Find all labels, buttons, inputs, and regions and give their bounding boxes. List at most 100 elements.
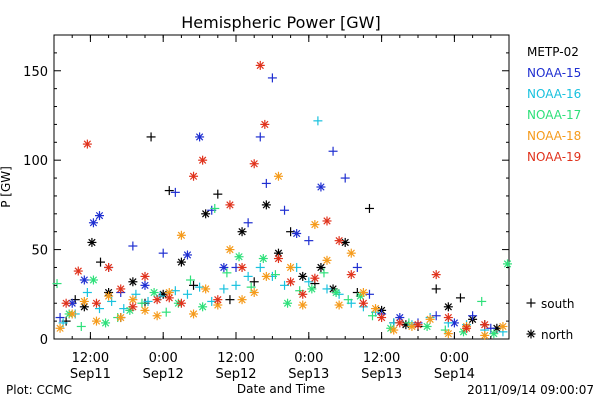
y-tick-label: 50: [31, 244, 48, 259]
data-point-noaa-17: [258, 254, 268, 264]
plot-frame: [53, 34, 510, 340]
data-point-metp-02: [431, 284, 441, 294]
data-point-noaa-19: [395, 318, 405, 328]
data-point-metp-02: [213, 189, 223, 199]
legend-entry-noaa-15: NOAA-15: [527, 66, 581, 80]
data-point-noaa-19: [82, 139, 92, 149]
data-point-noaa-15: [292, 228, 302, 238]
data-point-noaa-17: [331, 288, 341, 298]
data-point-noaa-19: [298, 289, 308, 299]
data-point-noaa-19: [310, 273, 320, 283]
x-tick-time-label: 12:00: [72, 351, 109, 366]
data-point-noaa-15: [243, 218, 253, 228]
data-point-noaa-18: [310, 220, 320, 230]
data-point-noaa-18: [67, 309, 77, 319]
data-point-noaa-16: [182, 289, 192, 299]
data-point-noaa-15: [128, 241, 138, 251]
data-point-noaa-19: [140, 271, 150, 281]
data-point-noaa-19: [116, 284, 126, 294]
data-point-noaa-19: [152, 295, 162, 305]
data-point-noaa-16: [207, 296, 217, 306]
data-point-noaa-16: [322, 284, 332, 294]
data-point-noaa-19: [249, 159, 259, 169]
data-point-noaa-16: [143, 296, 153, 306]
data-point-noaa-19: [322, 216, 332, 226]
axis-layer: 05010015012:00Sep110:00Sep1212:00Sep120:…: [23, 35, 509, 382]
data-point-noaa-19: [334, 236, 344, 246]
data-point-noaa-19: [286, 277, 296, 287]
data-point-noaa-17: [234, 252, 244, 262]
x-tick-time-label: 12:00: [363, 351, 400, 366]
data-point-noaa-17: [502, 259, 512, 269]
data-point-noaa-17: [186, 275, 195, 285]
data-point-noaa-18: [176, 230, 186, 240]
data-point-noaa-19: [104, 262, 114, 272]
data-point-noaa-15: [95, 211, 104, 221]
data-point-noaa-19: [61, 298, 71, 308]
data-point-metp-02: [146, 132, 156, 142]
legend-entry-noaa-18: NOAA-18: [527, 129, 581, 143]
data-point-noaa-17: [270, 270, 280, 280]
data-point-metp-02: [340, 237, 350, 247]
data-point-noaa-17: [101, 318, 111, 328]
data-point-noaa-17: [137, 298, 147, 308]
data-point-noaa-17: [76, 321, 86, 331]
data-point-metp-02: [96, 257, 106, 267]
x-tick-date-label: Sep12: [143, 367, 184, 382]
x-tick-date-label: Sep13: [361, 367, 402, 382]
x-axis-label: Date and Time: [237, 382, 325, 396]
legend-marker-north: [526, 329, 536, 339]
legend-entry-noaa-17: NOAA-17: [527, 108, 581, 122]
data-point-noaa-19: [443, 313, 453, 323]
data-point-noaa-19: [480, 320, 490, 330]
data-point-metp-02: [176, 257, 186, 267]
data-point-noaa-18: [298, 300, 308, 310]
data-point-noaa-19: [213, 295, 223, 305]
data-point-noaa-18: [371, 304, 381, 314]
data-point-noaa-15: [364, 289, 374, 299]
data-point-noaa-15: [255, 132, 265, 142]
data-point-noaa-17: [368, 311, 377, 321]
x-tick-date-label: Sep14: [434, 367, 475, 382]
data-point-noaa-16: [170, 286, 180, 296]
x-tick-time-label: 0:00: [294, 351, 323, 366]
data-point-noaa-19: [198, 155, 208, 165]
data-point-noaa-15: [304, 236, 314, 246]
data-point-metp-02: [225, 295, 235, 305]
data-point-noaa-19: [273, 254, 283, 264]
data-point-noaa-17: [52, 279, 62, 289]
data-point-noaa-19: [73, 266, 83, 276]
data-point-noaa-16: [255, 262, 265, 272]
x-tick-time-label: 0:00: [440, 351, 469, 366]
data-point-noaa-18: [498, 321, 508, 331]
x-tick-date-label: Sep11: [70, 367, 111, 382]
data-point-noaa-15: [195, 132, 205, 142]
data-point-noaa-17: [489, 329, 499, 339]
data-point-noaa-15: [352, 262, 362, 272]
data-point-noaa-17: [459, 327, 468, 337]
data-point-noaa-18: [189, 309, 199, 319]
data-point-noaa-17: [319, 268, 329, 278]
data-point-noaa-19: [413, 320, 423, 330]
data-point-noaa-15: [219, 262, 229, 272]
legend-entry-noaa-19: NOAA-19: [527, 150, 581, 164]
data-point-noaa-18: [140, 305, 150, 315]
data-point-noaa-15: [468, 311, 478, 321]
data-point-noaa-19: [377, 313, 387, 323]
data-point-noaa-15: [267, 73, 277, 83]
series-noaa-15: [55, 73, 496, 333]
data-point-metp-02: [164, 186, 174, 196]
data-point-noaa-18: [237, 295, 247, 305]
data-point-noaa-16: [243, 271, 253, 281]
data-point-noaa-16: [119, 304, 129, 314]
data-point-noaa-15: [316, 182, 326, 192]
y-tick-label: 150: [23, 65, 48, 80]
x-tick-date-label: Sep13: [288, 367, 329, 382]
y-tick-label: 0: [40, 333, 48, 348]
plot-marks: [52, 60, 512, 340]
data-point-noaa-15: [140, 280, 150, 290]
data-point-metp-02: [189, 280, 199, 290]
data-point-metp-02: [201, 209, 211, 219]
data-point-noaa-19: [164, 293, 174, 303]
y-axis-label: P [GW]: [0, 166, 13, 208]
